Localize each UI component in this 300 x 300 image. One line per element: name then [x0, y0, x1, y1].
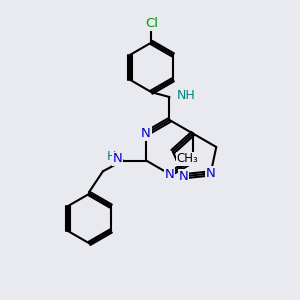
Text: N: N — [141, 127, 151, 140]
Text: N: N — [179, 170, 189, 183]
Text: N: N — [165, 167, 174, 181]
Text: CH₃: CH₃ — [176, 152, 198, 166]
Text: NH: NH — [177, 89, 196, 102]
Text: Cl: Cl — [145, 17, 158, 30]
Text: H: H — [106, 149, 116, 163]
Text: N: N — [113, 152, 123, 166]
Text: N: N — [206, 167, 215, 180]
